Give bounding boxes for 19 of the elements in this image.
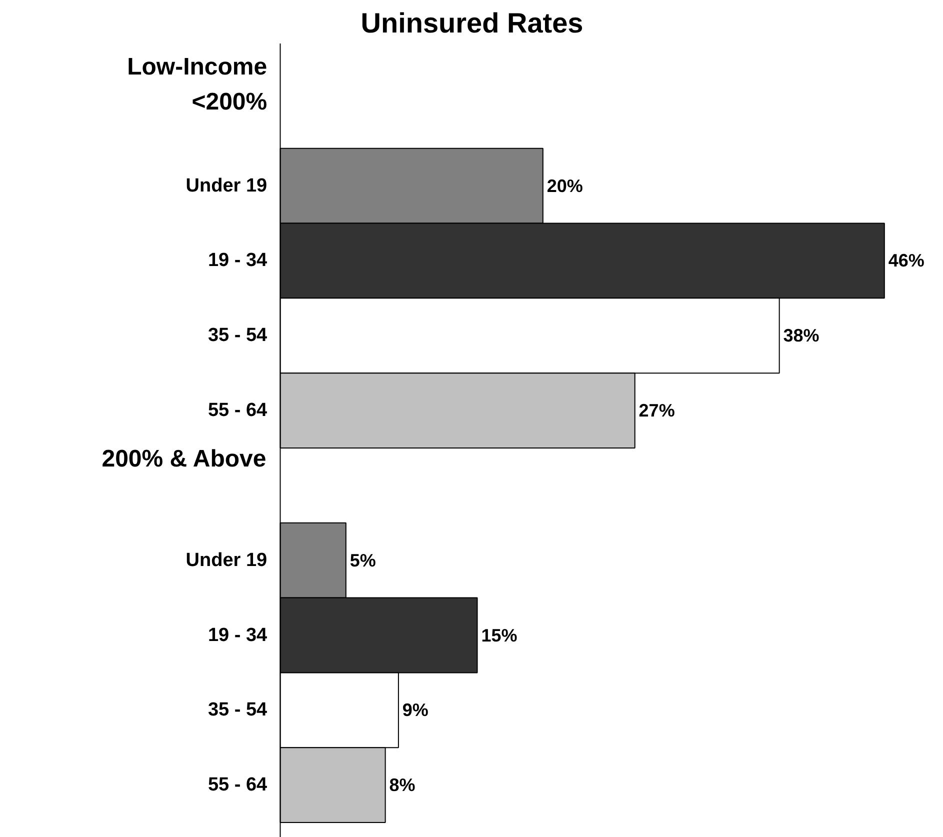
y-tick-label: Under 19 xyxy=(186,175,268,196)
y-tick-label: 35 - 54 xyxy=(208,700,268,721)
y-tick-label: 200% & Above xyxy=(102,446,266,473)
data-label: 9% xyxy=(402,700,428,720)
data-label: 38% xyxy=(783,326,820,346)
y-tick-label: 19 - 34 xyxy=(208,250,268,272)
data-label: 5% xyxy=(350,550,376,570)
y-tick-label: Under 19 xyxy=(186,550,268,571)
y-tick-label: 55 - 64 xyxy=(208,774,268,796)
y-tick-label: 55 - 64 xyxy=(208,400,268,422)
data-label: 27% xyxy=(638,400,675,421)
y-tick-label: 35 - 54 xyxy=(208,325,268,346)
data-label: 46% xyxy=(888,250,924,271)
data-label: 8% xyxy=(389,775,416,796)
y-tick-label: 19 - 34 xyxy=(208,624,268,646)
data-label: 15% xyxy=(481,625,518,646)
chart-title: Uninsured Rates xyxy=(360,8,584,38)
data-label: 20% xyxy=(546,176,583,196)
y-tick-label: Low-Income <200% xyxy=(127,54,268,116)
